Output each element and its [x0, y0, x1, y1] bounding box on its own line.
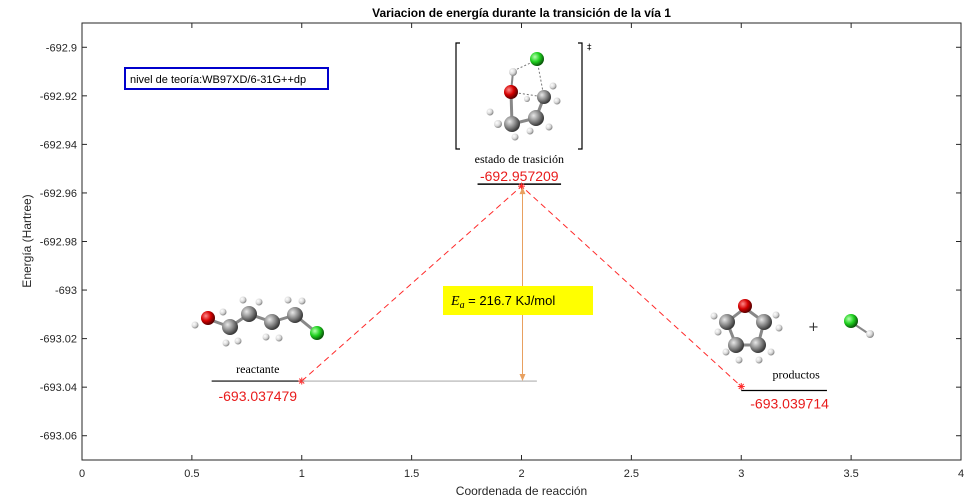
level-energy-estado-de-trasición: -692.957209: [480, 168, 559, 184]
ea-label: Ea = 216.7 KJ/mol: [450, 293, 555, 311]
y-tick-label: -692.98: [40, 237, 77, 249]
x-axis-title: Coordenada de reacción: [456, 484, 587, 498]
x-tick-label: 2: [518, 468, 524, 480]
series-point: [737, 382, 745, 390]
x-tick-label: 3: [738, 468, 744, 480]
theory-level-text: nivel de teoría:WB97XD/6-31G++dp: [130, 74, 306, 86]
activation-energy-annotation: Ea = 216.7 KJ/mol: [301, 187, 593, 382]
x-tick-label: 1: [299, 468, 305, 480]
products-structure: +: [710, 299, 874, 364]
chart-title: Variacion de energía durante la transici…: [372, 6, 671, 20]
plot-area: [81, 22, 962, 461]
reactant-structure: [191, 296, 324, 347]
y-tick-label: -693.02: [40, 334, 77, 346]
series-point: [518, 182, 525, 190]
y-tick-label: -693.06: [40, 431, 77, 443]
x-tick-label: 0: [79, 468, 85, 480]
level-name-reactante: reactante: [236, 362, 279, 376]
x-tick-label: 0.5: [184, 468, 199, 480]
level-name-estado-de-trasición: estado de trasición: [475, 152, 564, 166]
level-energy-productos: -693.039714: [750, 395, 829, 411]
energy-levels: reactante -693.037479 estado de trasición -…: [211, 152, 829, 411]
x-tick-label: 1.5: [404, 468, 419, 480]
y-tick-label: -692.96: [40, 188, 77, 200]
x-axis-ticks: 0 0.5 1 1.5 2 2.5 3 3.5 4: [79, 23, 964, 480]
ea-box: [443, 286, 593, 315]
y-tick-label: -692.94: [40, 139, 77, 151]
y-axis-title: Energía (Hartree): [20, 194, 34, 287]
x-tick-label: 3.5: [843, 468, 858, 480]
x-tick-label: 4: [958, 468, 964, 480]
level-name-productos: productos: [773, 367, 821, 381]
transition-state-structure: ‡: [455, 42, 592, 150]
level-energy-reactante: -693.037479: [218, 388, 297, 404]
ea-arrowhead-up: [519, 187, 526, 195]
y-axis-ticks: -692.9 -692.92 -692.94 -692.96 -692.98 -693 -6…: [40, 42, 961, 443]
y-tick-label: -693.04: [40, 382, 77, 394]
y-tick-label: -692.92: [40, 91, 77, 103]
ea-arrowhead-down: [519, 374, 526, 382]
double-dagger-mark: ‡: [587, 43, 592, 53]
theory-level-box: nivel de teoría:WB97XD/6-31G++dp: [124, 67, 329, 90]
plus-sign: +: [808, 320, 819, 335]
x-tick-label: 2.5: [624, 468, 639, 480]
y-tick-label: -693: [55, 285, 77, 297]
y-tick-label: -692.9: [46, 42, 77, 54]
bracket-right: [578, 42, 583, 150]
bracket-left: [455, 42, 460, 150]
